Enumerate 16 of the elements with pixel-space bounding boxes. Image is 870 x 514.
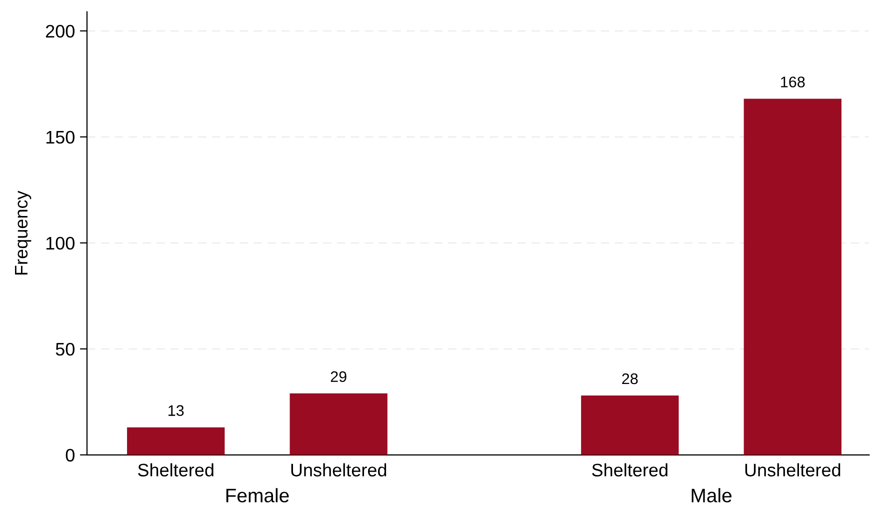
- x-tick-label: Sheltered: [138, 463, 214, 476]
- text: Male: [692, 488, 732, 502]
- data-label: 28: [622, 373, 638, 384]
- y-axis-title: Frequency: [15, 190, 32, 275]
- y-tick-label: 150: [46, 130, 74, 144]
- y-tick-label: 50: [56, 342, 74, 356]
- x-tick-label: Unsheltered: [745, 463, 840, 476]
- x-tick-label: Sheltered: [592, 463, 668, 476]
- x-tick-label: Unsheltered: [291, 463, 386, 476]
- data-label: 13: [168, 405, 184, 416]
- y-tick-label: 0: [66, 448, 74, 462]
- data-label: 29: [330, 371, 346, 382]
- y-tick-label: 100: [46, 236, 74, 250]
- y-tick-label: 200: [46, 24, 74, 38]
- data-label: 168: [781, 76, 805, 88]
- text: Female: [226, 488, 289, 502]
